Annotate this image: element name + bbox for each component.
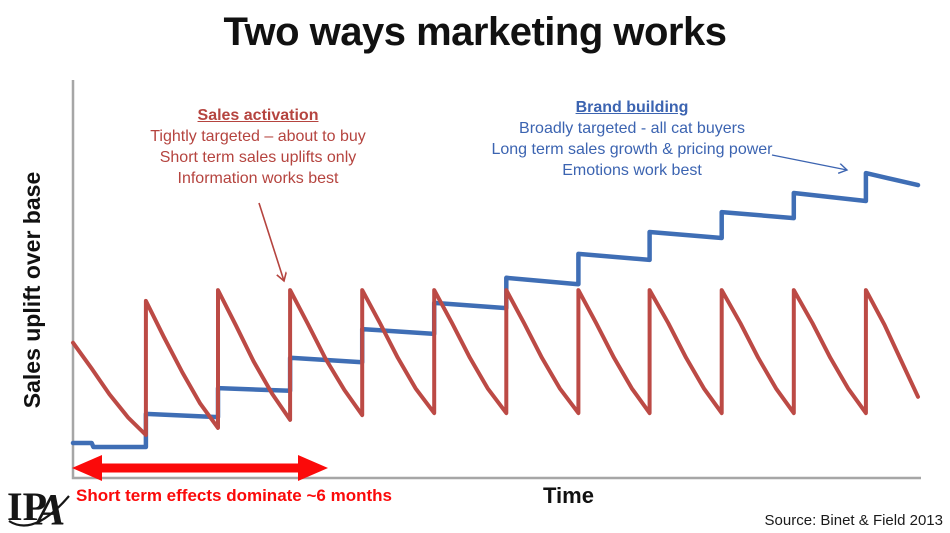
brand-building-line-1: Broadly targeted - all cat buyers (519, 120, 745, 137)
page-title: Two ways marketing works (223, 10, 727, 54)
brand-building-annotation: Brand building Broadly targeted - all ca… (478, 97, 786, 181)
source-credit: Source: Binet & Field 2013 (764, 512, 943, 529)
brand-building-line-3: Emotions work best (562, 162, 702, 179)
brand-building-heading: Brand building (575, 99, 689, 116)
brand-building-line (70, 170, 921, 450)
short-term-label: Short term effects dominate ~6 months (76, 486, 392, 505)
sales-activation-line-1: Tightly targeted – about to buy (150, 128, 366, 145)
sales-activation-line (71, 288, 920, 437)
x-axis-label: Time (543, 483, 594, 508)
ipa-logo-swash (8, 495, 70, 527)
sales-activation-line-2: Short term sales uplifts only (159, 149, 357, 166)
ipa-logo-a: A (33, 485, 65, 533)
sales-activation-heading: Sales activation (197, 107, 319, 124)
y-axis-label: Sales uplift over base (19, 171, 45, 409)
sales-activation-annotation: Sales activation Tightly targeted – abou… (105, 105, 411, 189)
brand-annotation-arrow (771, 154, 847, 170)
ipa-logo: IP A (7, 484, 70, 533)
activation-annotation-arrow (258, 202, 284, 281)
brand-building-line-2: Long term sales growth & pricing power (491, 141, 773, 158)
sales-activation-line-3: Information works best (177, 170, 339, 187)
